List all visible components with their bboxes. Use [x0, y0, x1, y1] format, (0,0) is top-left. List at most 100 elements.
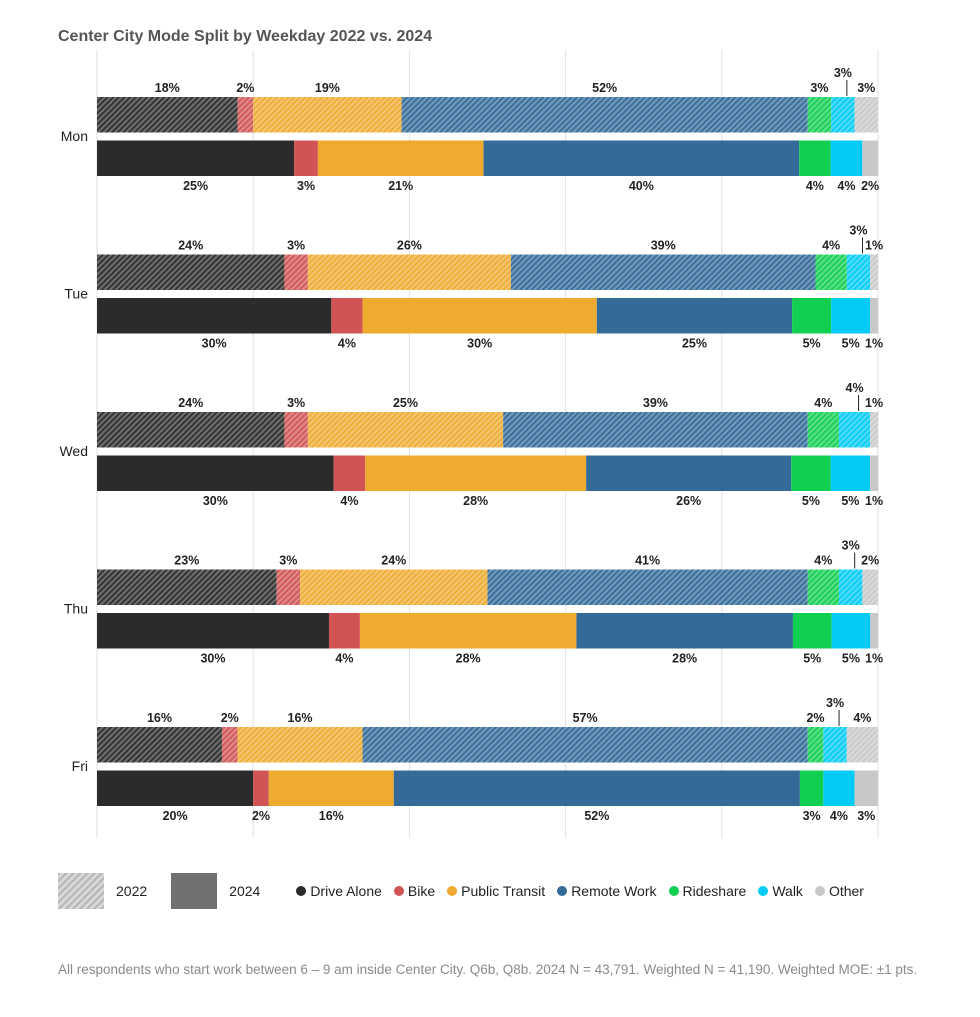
bar-fri-2022-bike: [221, 727, 238, 763]
data-label: 5%: [842, 652, 860, 666]
legend-item-bike: Bike: [393, 883, 436, 899]
bar-tue-2022-other: [870, 254, 878, 290]
data-label: 30%: [203, 494, 228, 508]
bar-tue-2024-other: [870, 298, 878, 334]
data-label: 3%: [287, 396, 305, 410]
legend-dot: [668, 886, 679, 896]
bar-wed-2022-bike: [284, 412, 308, 448]
data-label: 2%: [252, 809, 270, 823]
bar-mon-2024-other: [862, 140, 878, 176]
data-label: 30%: [202, 337, 227, 351]
bar-thu-2024-drive-alone: [97, 613, 329, 649]
bar-tue-2024-rideshare: [792, 298, 832, 334]
bar-wed-2022-rideshare: [807, 412, 839, 448]
chart-title: Center City Mode Split by Weekday 2022 v…: [58, 28, 433, 45]
bar-wed-2022-drive-alone: [97, 412, 285, 448]
bar-fri-2022-rideshare: [807, 727, 824, 763]
data-label: 39%: [651, 239, 676, 253]
data-label: 3%: [857, 81, 875, 95]
bar-tue-2024-walk: [831, 298, 871, 334]
day-label: Mon: [61, 128, 88, 144]
legend-dot: [393, 886, 404, 896]
bar-thu-2024-other: [870, 613, 878, 649]
data-label: 1%: [865, 494, 883, 508]
bar-fri-2024-drive-alone: [97, 770, 254, 806]
bar-thu-2022-public-transit: [300, 569, 488, 605]
data-label: 2%: [236, 81, 254, 95]
day-label: Fri: [72, 758, 88, 774]
bar-thu-2022-other: [862, 569, 878, 605]
bar-tue-2022-remote-work: [510, 254, 816, 290]
bar-mon-2024-walk: [830, 140, 863, 176]
data-label: 4%: [806, 179, 824, 193]
data-label: 16%: [288, 711, 313, 725]
data-label: 52%: [584, 809, 609, 823]
bar-wed-2024-walk: [830, 455, 871, 491]
bar-mon-2024-rideshare: [799, 140, 831, 176]
bar-fri-2024-walk: [823, 770, 855, 806]
data-label: 25%: [682, 337, 707, 351]
bar-tue-2022-bike: [284, 254, 308, 290]
bar-mon-2024-public-transit: [317, 140, 484, 176]
day-label: Tue: [64, 286, 88, 302]
data-label: 25%: [393, 396, 418, 410]
data-label: 26%: [397, 239, 422, 253]
bar-fri-2022-walk: [823, 727, 847, 763]
legend-label-2024: 2024: [229, 883, 261, 899]
data-label: 2%: [221, 711, 239, 725]
data-label: 5%: [803, 337, 821, 351]
bar-mon-2022-drive-alone: [97, 97, 238, 133]
data-label: 41%: [635, 554, 660, 568]
data-label: 3%: [279, 554, 297, 568]
bar-fri-2024-rideshare: [799, 770, 824, 806]
data-label: 4%: [335, 652, 353, 666]
legend-item-drive-alone: Drive Alone: [296, 883, 382, 899]
bar-mon-2024-remote-work: [483, 140, 800, 176]
data-label: 5%: [802, 494, 820, 508]
data-label: 3%: [842, 539, 860, 553]
bar-tue-2024-remote-work: [596, 298, 793, 334]
data-label: 3%: [857, 809, 875, 823]
bar-wed-2024-public-transit: [365, 455, 587, 491]
data-label: 4%: [814, 554, 832, 568]
data-label: 1%: [865, 652, 883, 666]
bar-mon-2022-other: [854, 97, 878, 133]
bar-tue-2024-public-transit: [362, 298, 597, 334]
data-label: 16%: [319, 809, 344, 823]
data-label: 1%: [865, 239, 883, 253]
stacked-bar-chart: Mon 18% 2% 19% 52% 3% 3% 3% 25% 3% 21% 40% 4% 4% 2% Tue…: [59, 50, 883, 838]
data-label: 2%: [861, 554, 879, 568]
bar-mon-2022-public-transit: [253, 97, 402, 133]
bar-wed-2022-walk: [838, 412, 871, 448]
data-label: 23%: [174, 554, 199, 568]
bar-thu-2024-rideshare: [792, 613, 832, 649]
data-label: 20%: [163, 809, 188, 823]
data-label: 26%: [676, 494, 701, 508]
legend: 2022 2024 Drive Alone Bike Public Transit R…: [58, 872, 876, 910]
data-label: 3%: [287, 239, 305, 253]
bar-mon-2022-walk: [831, 97, 855, 133]
legend-item-remote-work: Remote Work: [557, 883, 657, 899]
data-label: 5%: [841, 494, 859, 508]
data-label: 4%: [837, 179, 855, 193]
bar-thu-2022-bike: [276, 569, 301, 605]
bar-thu-2024-remote-work: [576, 613, 793, 649]
data-label: 30%: [200, 652, 225, 666]
data-label: 21%: [388, 179, 413, 193]
legend-label: Bike: [407, 883, 436, 899]
data-label: 28%: [463, 494, 488, 508]
bar-thu-2022-rideshare: [807, 569, 839, 605]
data-label: 4%: [338, 337, 356, 351]
bar-thu-2022-drive-alone: [97, 569, 277, 605]
bar-fri-2022-drive-alone: [97, 727, 222, 763]
data-label: 39%: [643, 396, 668, 410]
data-label: 28%: [672, 652, 697, 666]
footnote: All respondents who start work between 6…: [58, 962, 918, 977]
bar-mon-2024-drive-alone: [97, 140, 295, 176]
bar-mon-2024-bike: [294, 140, 318, 176]
legend-item-other: Other: [814, 883, 864, 899]
bar-fri-2022-other: [846, 727, 878, 763]
data-label: 3%: [803, 809, 821, 823]
bar-wed-2024-remote-work: [586, 455, 792, 491]
data-label: 24%: [381, 554, 406, 568]
